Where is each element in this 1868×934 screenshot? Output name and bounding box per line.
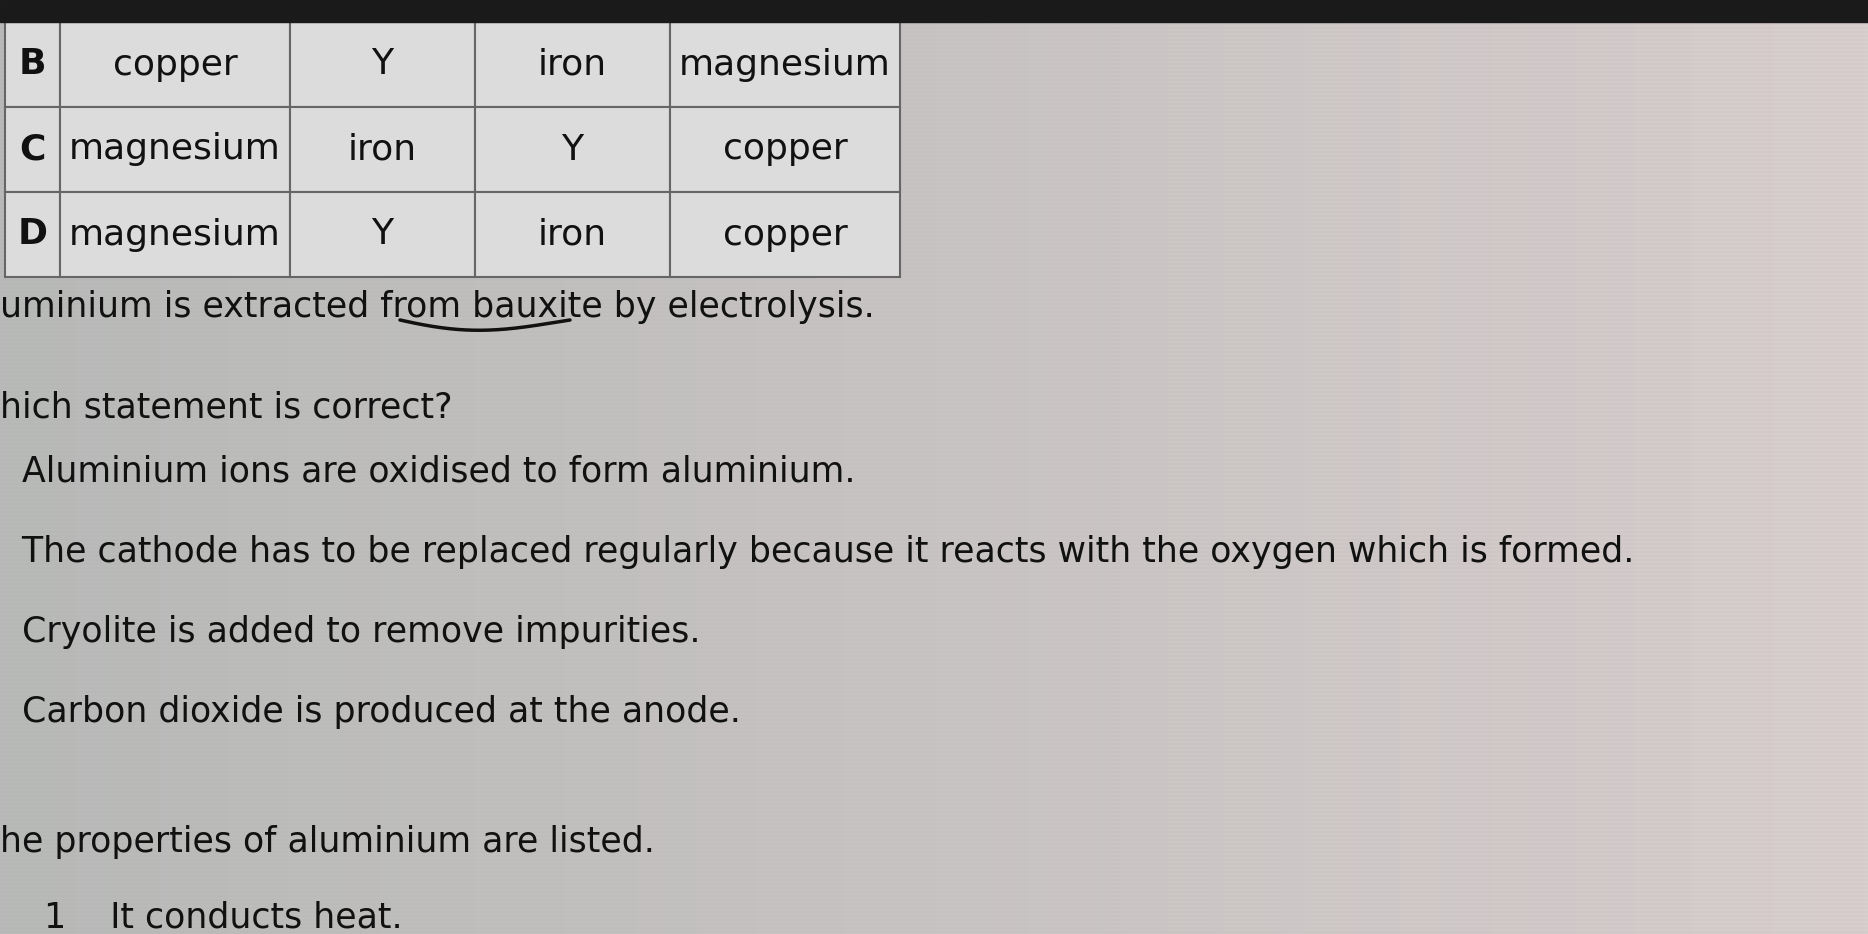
Text: he properties of aluminium are listed.: he properties of aluminium are listed. — [0, 825, 656, 859]
Bar — [0, 0, 1868, 22]
Text: 1    It conducts heat.: 1 It conducts heat. — [0, 900, 403, 934]
Bar — [290, 22, 474, 107]
Bar — [6, 107, 60, 192]
Text: iron: iron — [538, 48, 607, 81]
Text: B: B — [19, 48, 47, 81]
Text: copper: copper — [723, 133, 848, 166]
Text: Carbon dioxide is produced at the anode.: Carbon dioxide is produced at the anode. — [0, 695, 742, 729]
Text: magnesium: magnesium — [69, 218, 280, 251]
Bar — [290, 192, 474, 277]
Text: Y: Y — [372, 218, 394, 251]
Bar — [671, 192, 900, 277]
Bar — [6, 192, 60, 277]
Text: The cathode has to be replaced regularly because it reacts with the oxygen which: The cathode has to be replaced regularly… — [0, 535, 1634, 569]
Text: magnesium: magnesium — [69, 133, 280, 166]
Bar — [671, 22, 900, 107]
Text: D: D — [17, 218, 47, 251]
Text: magnesium: magnesium — [680, 48, 891, 81]
Text: Y: Y — [562, 133, 583, 166]
Bar — [474, 107, 671, 192]
Bar — [60, 192, 290, 277]
Text: C: C — [19, 133, 45, 166]
Text: copper: copper — [112, 48, 237, 81]
Text: copper: copper — [723, 218, 848, 251]
Bar — [290, 107, 474, 192]
Text: Cryolite is added to remove impurities.: Cryolite is added to remove impurities. — [0, 615, 700, 649]
Text: uminium is extracted from bauxite by electrolysis.: uminium is extracted from bauxite by ele… — [0, 290, 874, 324]
Text: hich statement is correct?: hich statement is correct? — [0, 390, 452, 424]
Bar — [6, 22, 60, 107]
Bar — [671, 107, 900, 192]
Bar — [474, 22, 671, 107]
Text: iron: iron — [538, 218, 607, 251]
Bar — [60, 107, 290, 192]
Text: Y: Y — [372, 48, 394, 81]
Text: Aluminium ions are oxidised to form aluminium.: Aluminium ions are oxidised to form alum… — [0, 455, 856, 489]
Bar — [474, 192, 671, 277]
Bar — [60, 22, 290, 107]
Text: iron: iron — [347, 133, 417, 166]
